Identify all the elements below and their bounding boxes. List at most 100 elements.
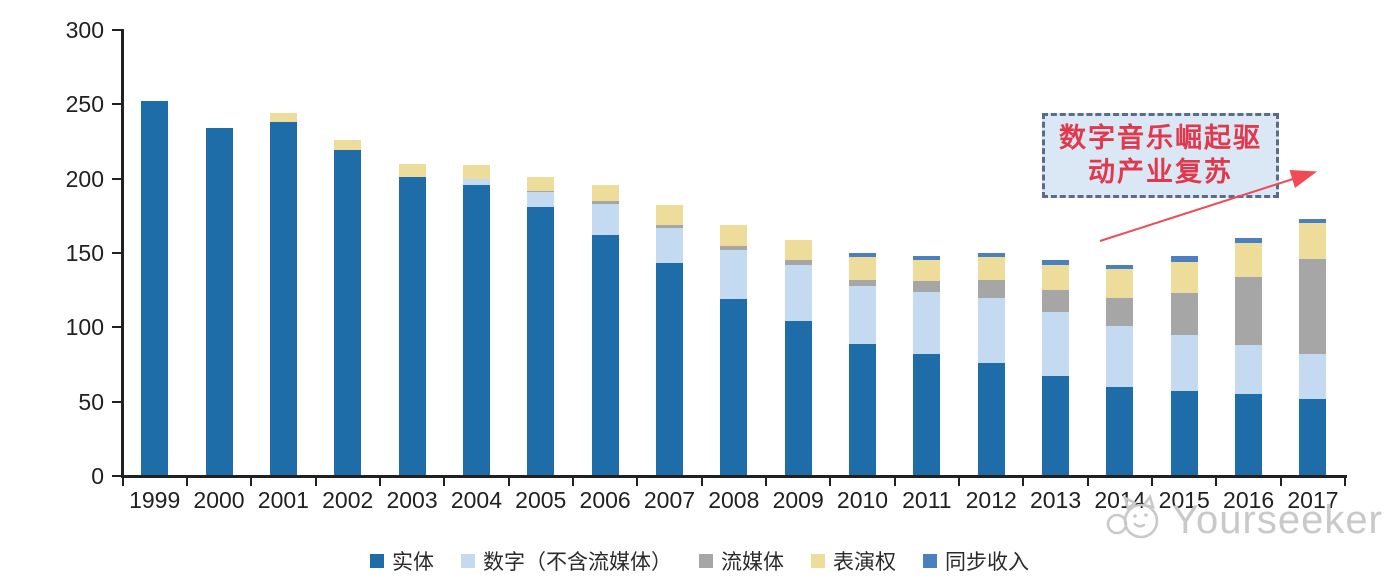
legend-swatch-physical: [370, 554, 384, 568]
legend-label-streaming: 流媒体: [721, 550, 784, 574]
bar-segment-digital-ex-streaming: [1235, 345, 1263, 395]
y-axis-tick: [112, 326, 122, 329]
x-axis-tick: [1086, 477, 1089, 486]
bar-segment-sync-revenue: [1170, 255, 1198, 262]
bar-segment-performance-rights: [849, 257, 877, 280]
bar-segment-streaming: [527, 190, 555, 193]
bar-segment-sync-revenue: [849, 253, 877, 258]
x-axis-label: 2013: [1029, 487, 1082, 513]
x-axis-tick: [185, 477, 188, 486]
bar-segment-performance-rights: [977, 257, 1005, 280]
bar-segment-physical: [141, 101, 169, 476]
x-axis-tick: [958, 477, 961, 486]
x-axis-label: 2001: [257, 487, 309, 513]
bar-segment-digital-ex-streaming: [977, 297, 1005, 363]
x-axis-label: 2002: [322, 487, 374, 513]
bar-segment-digital-ex-streaming: [527, 192, 555, 207]
x-axis-tick: [765, 477, 767, 486]
x-axis-label: 1999: [129, 487, 181, 513]
bar-segment-digital-ex-streaming: [849, 285, 877, 344]
bar-segment-sync-revenue: [1299, 218, 1327, 224]
legend-item-physical: 实体: [370, 546, 434, 576]
legend: 实体 数字（不含流媒体） 流媒体 表演权 同步收入: [370, 546, 1029, 576]
legend-item-digital-ex-streaming: 数字（不含流媒体）: [461, 546, 672, 576]
bar-segment-sync-revenue: [1235, 238, 1263, 243]
watermark: Yourseeker: [1104, 494, 1383, 546]
watermark-text: Yourseeker: [1172, 497, 1383, 542]
bar-segment-digital-ex-streaming: [462, 178, 490, 185]
y-axis-tick: [112, 252, 122, 254]
x-axis-label: 2012: [965, 487, 1017, 513]
bar-segment-sync-revenue: [913, 255, 941, 261]
bar-segment-physical: [205, 128, 233, 476]
legend-label-performance-rights: 表演权: [833, 550, 896, 574]
bar-segment-physical: [398, 177, 426, 476]
x-axis-tick: [1279, 477, 1282, 486]
y-axis-label: 0: [91, 463, 104, 489]
x-axis-tick: [893, 477, 896, 486]
bar-segment-digital-ex-streaming: [720, 250, 748, 300]
legend-swatch-streaming: [699, 554, 713, 568]
bar-segment-physical: [784, 321, 812, 476]
bar-segment-performance-rights: [334, 140, 362, 151]
x-axis-tick: [571, 477, 574, 486]
legend-item-sync-revenue: 同步收入: [923, 546, 1029, 576]
x-axis-tick: [250, 477, 253, 486]
x-axis-label: 2000: [193, 487, 245, 513]
x-axis-line: [121, 475, 1347, 478]
bar-segment-physical: [1170, 391, 1198, 476]
bar-segment-performance-rights: [591, 184, 619, 201]
y-axis-line: [121, 29, 124, 478]
x-axis-tick: [443, 477, 446, 486]
x-axis-tick: [829, 477, 832, 486]
bar-segment-physical: [462, 184, 490, 476]
x-axis-tick: [1344, 477, 1347, 486]
bar-segment-performance-rights: [784, 239, 812, 261]
x-axis-label: 2016: [1223, 487, 1275, 513]
x-axis-label: 2005: [515, 487, 567, 513]
bar-segment-digital-ex-streaming: [1106, 325, 1134, 387]
bar-segment-digital-ex-streaming: [1042, 312, 1070, 377]
legend-item-streaming: 流媒体: [699, 546, 784, 576]
y-axis-label: 300: [65, 17, 104, 43]
annotation-box: 数字音乐崛起驱 动产业复苏: [1042, 113, 1279, 198]
y-axis-tick: [112, 103, 122, 106]
annotation-text-line1: 数字音乐崛起驱: [1059, 122, 1262, 154]
bar-segment-physical: [1106, 386, 1134, 476]
x-axis-label: 2010: [836, 487, 889, 513]
y-axis-tick: [112, 400, 122, 403]
y-axis-tick: [112, 475, 122, 477]
x-axis-tick: [700, 477, 703, 486]
bar-segment-streaming: [913, 281, 941, 292]
x-axis-label: 2006: [579, 487, 631, 513]
bar-segment-streaming: [1170, 293, 1198, 335]
y-axis-label: 100: [65, 314, 104, 341]
x-axis-tick: [507, 477, 510, 486]
x-axis-label: 2011: [902, 487, 952, 513]
x-axis-tick: [1022, 477, 1025, 486]
annotation-text-line2: 动产业复苏: [1088, 156, 1233, 188]
bar-segment-performance-rights: [269, 113, 297, 123]
bar-segment-streaming: [1299, 258, 1327, 355]
x-axis-label: 2004: [450, 487, 502, 513]
bar-segment-streaming: [977, 279, 1005, 298]
x-axis-label: 2008: [708, 487, 760, 513]
x-axis-tick: [121, 477, 124, 486]
bar-segment-physical: [977, 363, 1005, 476]
legend-swatch-sync-revenue: [923, 554, 937, 568]
bar-segment-performance-rights: [527, 177, 555, 191]
y-axis-label: 200: [65, 165, 104, 192]
bar-segment-streaming: [1106, 297, 1134, 326]
yourseeker-cat-logo-icon: [1106, 494, 1159, 539]
x-axis-label: 2014: [1094, 487, 1146, 513]
bar-segment-physical: [591, 235, 619, 476]
bar-segment-performance-rights: [398, 163, 426, 178]
bar-segment-digital-ex-streaming: [913, 291, 941, 355]
bar-segment-streaming: [784, 260, 812, 265]
bar-segment-physical: [849, 343, 877, 476]
x-axis-label: 2017: [1287, 487, 1339, 513]
bar-segment-digital-ex-streaming: [1299, 354, 1327, 399]
x-axis-label: 2003: [386, 487, 438, 513]
bar-segment-physical: [1299, 398, 1327, 476]
